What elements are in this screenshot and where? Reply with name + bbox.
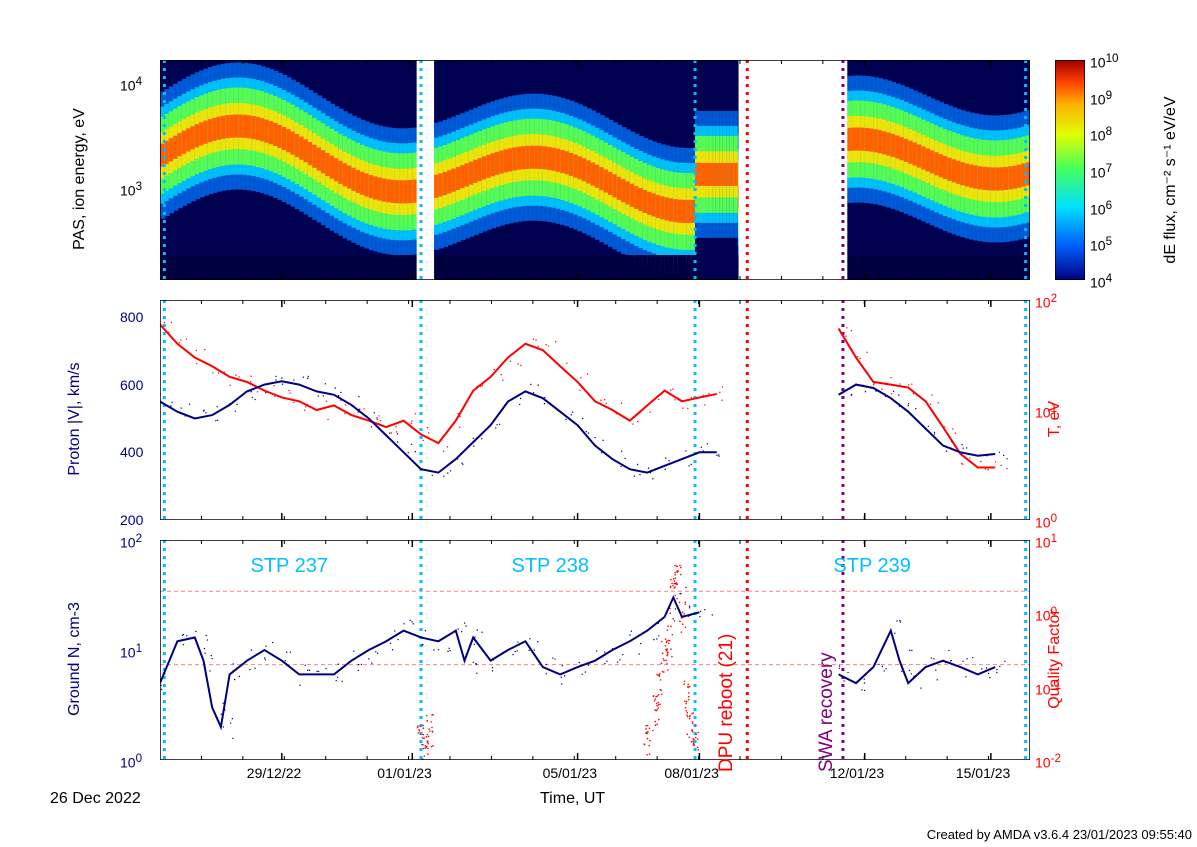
panel1-ylabel: PAS, ion energy, eV [71,79,89,279]
p2-right-tick: 100 [1035,512,1057,531]
x-tick-label: 15/01/23 [956,765,1011,781]
p2-left-tick: 600 [120,377,143,393]
p2-left-tick: 800 [120,309,143,325]
colorbar-tick: 107 [1090,162,1112,181]
x-tick-label: 05/01/23 [543,765,598,781]
p2-right-tick: 101 [1035,402,1057,421]
p3-left-tick: 101 [120,642,142,661]
p2-left-tick: 400 [120,444,143,460]
x-axis-label: Time, UT [540,790,605,808]
p1-ytick-2: 104 [120,75,142,94]
panel3-ylabel-left: Ground N, cm-3 [66,559,84,759]
x-axis-start-label: 26 Dec 2022 [50,790,141,808]
colorbar-tick: 109 [1090,89,1112,108]
p2-right-tick: 102 [1035,292,1057,311]
annotation-dpu_reboot: DPU reboot (21) [716,634,738,772]
colorbar-tick: 108 [1090,125,1112,144]
x-tick-label: 01/01/23 [377,765,432,781]
colorbar [1055,60,1085,280]
panel2-ylabel-left: Proton |V|, km/s [66,319,84,519]
p3-right-tick: 101 [1035,532,1057,551]
p3-left-tick: 102 [120,532,142,551]
annotation-stp238: STP 238 [512,555,589,578]
colorbar-tick: 105 [1090,235,1112,254]
x-tick-label: 29/12/22 [247,765,302,781]
p3-right-tick: 100 [1035,605,1057,624]
colorbar-tick: 1010 [1090,52,1119,71]
p3-right-tick: 10-2 [1035,752,1061,771]
annotation-stp239: STP 239 [833,555,910,578]
panel-spectrogram [160,60,1030,280]
colorbar-label: dE flux, cm⁻² s⁻¹ eV/eV [1160,70,1180,290]
p3-right-tick: 10-1 [1035,679,1061,698]
panel-velocity-temp [160,300,1030,520]
colorbar-tick: 106 [1090,199,1112,218]
annotation-stp237: STP 237 [251,555,328,578]
p3-left-tick: 100 [120,752,142,771]
p2-left-tick: 200 [120,512,143,528]
p1-ytick-1: 103 [120,180,142,199]
colorbar-tick: 104 [1090,272,1112,291]
x-tick-label: 08/01/23 [664,765,719,781]
credit-text: Created by AMDA v3.6.4 23/01/2023 09:55:… [927,827,1192,842]
annotation-swa_recovery: SWA recovery [816,652,838,772]
